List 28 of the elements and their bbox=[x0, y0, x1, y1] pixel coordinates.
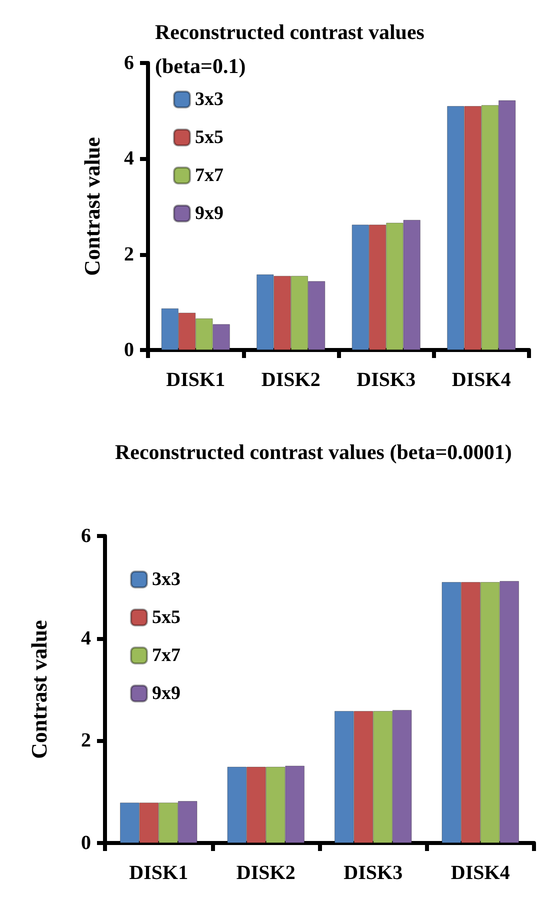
legend-label: 3x3 bbox=[152, 569, 180, 590]
legend-label: 7x7 bbox=[152, 645, 181, 666]
x-tick-label: DISK3 bbox=[344, 862, 403, 884]
x-tick-label: DISK1 bbox=[129, 862, 188, 884]
legend-label: 9x9 bbox=[195, 203, 224, 224]
legend-label: 5x5 bbox=[152, 607, 180, 628]
legend-label: 5x5 bbox=[195, 127, 224, 148]
x-tick-label: DISK3 bbox=[356, 369, 416, 391]
x-tick-label: DISK1 bbox=[166, 369, 226, 391]
y-axis-title: Contrast value bbox=[26, 620, 52, 759]
y-axis-title: Contrast value bbox=[80, 136, 104, 276]
y-tick-label: 0 bbox=[124, 339, 134, 361]
chart-title: Reconstructed contrast values (beta=0.1) bbox=[155, 20, 430, 78]
legend-label: 3x3 bbox=[195, 89, 224, 110]
x-tick-label: DISK4 bbox=[452, 369, 511, 391]
y-tick-label: 4 bbox=[81, 627, 91, 650]
legend-label: 9x9 bbox=[152, 683, 180, 704]
y-tick-label: 6 bbox=[124, 52, 134, 74]
y-tick-label: 6 bbox=[81, 525, 91, 547]
legend-label: 7x7 bbox=[195, 165, 224, 186]
y-tick-label: 2 bbox=[81, 730, 91, 752]
x-tick-label: DISK2 bbox=[261, 369, 320, 391]
y-tick-label: 0 bbox=[81, 832, 91, 854]
chart-title: Reconstructed contrast values (beta=0.0001) bbox=[115, 440, 512, 464]
y-tick-label: 2 bbox=[124, 243, 134, 266]
x-tick-label: DISK2 bbox=[236, 862, 296, 884]
y-tick-label: 4 bbox=[124, 148, 134, 170]
x-tick-label: DISK4 bbox=[450, 862, 510, 884]
